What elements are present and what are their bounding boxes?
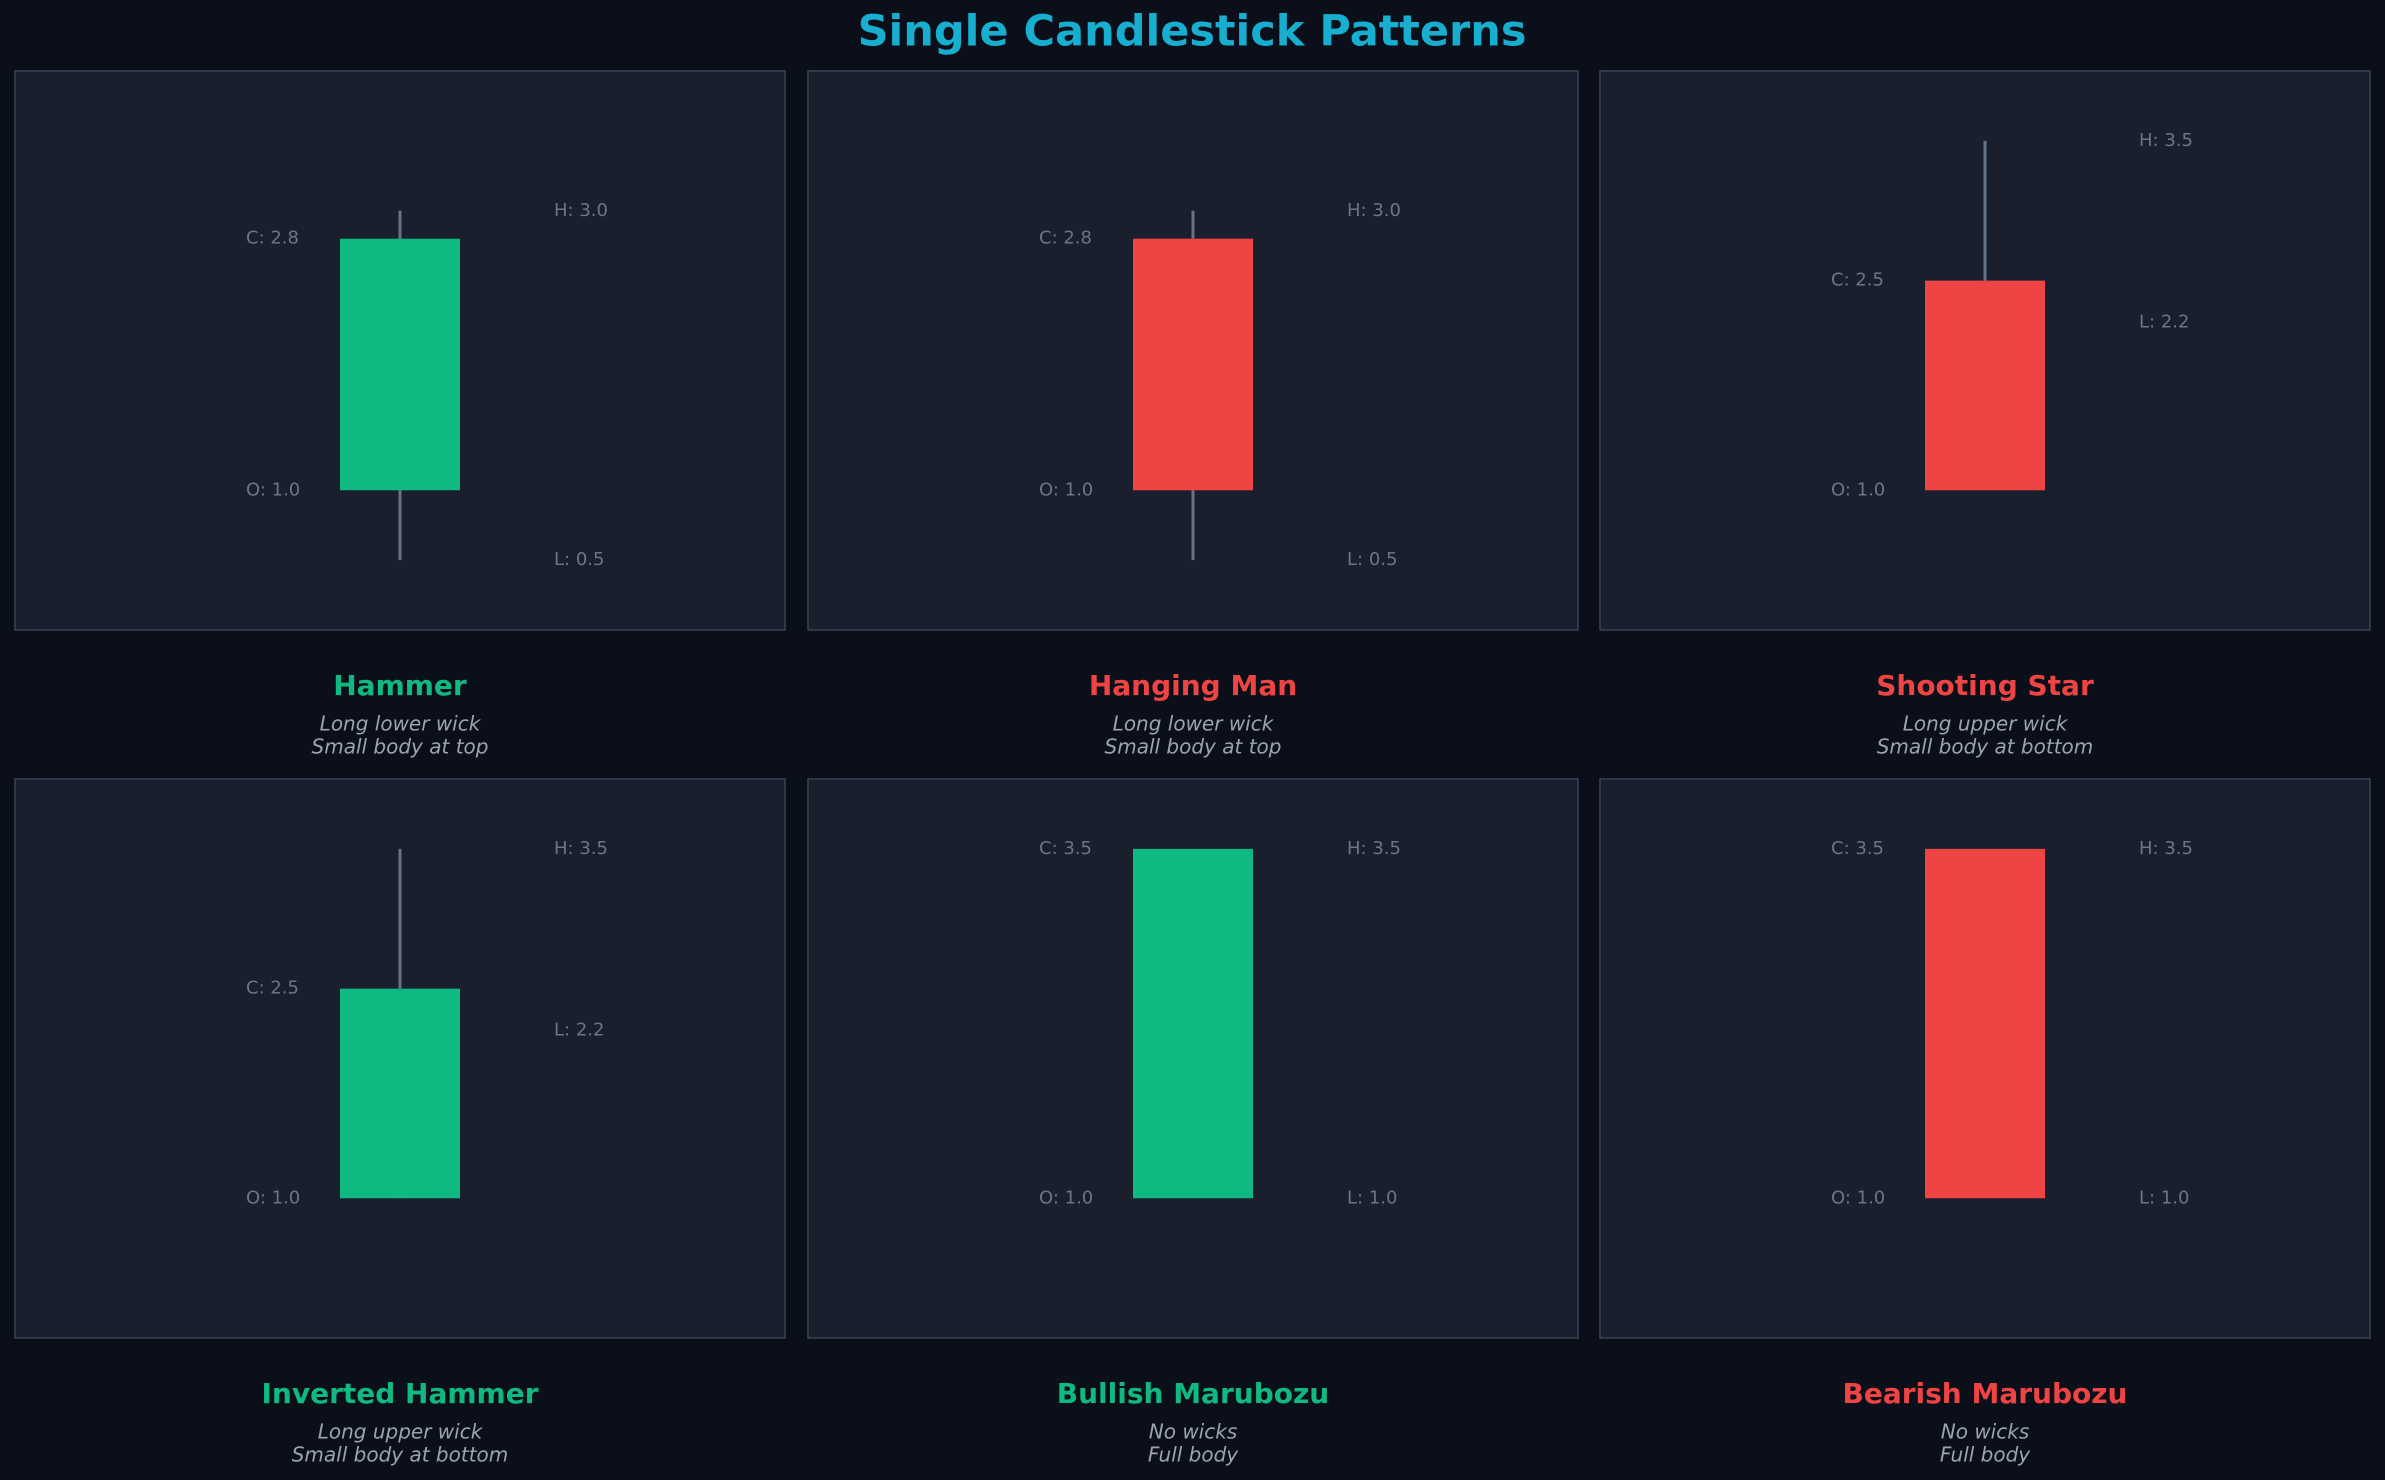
candle-body	[1133, 238, 1253, 491]
close-label: C: 2.8	[246, 228, 299, 249]
candle-body	[340, 238, 460, 491]
pattern-name: Bullish Marubozu	[1057, 1377, 1329, 1410]
low-label: L: 2.2	[2139, 312, 2189, 333]
pattern-name: Inverted Hammer	[261, 1377, 538, 1410]
pattern-description: Small body at bottom	[292, 1443, 509, 1467]
page-title: Single Candlestick Patterns	[858, 7, 1527, 57]
high-label: H: 3.5	[1347, 838, 1401, 859]
low-label: L: 2.2	[554, 1020, 604, 1041]
high-label: H: 3.5	[2139, 130, 2193, 151]
candle-body	[1133, 848, 1253, 1199]
open-label: O: 1.0	[1039, 1187, 1093, 1208]
pattern-name: Shooting Star	[1876, 669, 2094, 702]
open-label: O: 1.0	[1039, 479, 1093, 500]
pattern-description: Small body at top	[312, 735, 489, 759]
candle-body	[340, 988, 460, 1199]
close-label: C: 3.5	[1831, 838, 1884, 859]
low-label: L: 1.0	[1347, 1187, 1397, 1208]
candle-body	[1925, 848, 2045, 1199]
open-label: O: 1.0	[1831, 479, 1885, 500]
pattern-description: Long lower wick	[320, 712, 482, 736]
close-label: C: 2.5	[1831, 270, 1884, 291]
pattern-description: Long upper wick	[1903, 712, 2069, 736]
high-label: H: 3.0	[554, 200, 608, 221]
open-label: O: 1.0	[246, 479, 300, 500]
candle-body	[1925, 280, 2045, 491]
high-label: H: 3.0	[1347, 200, 1401, 221]
open-label: O: 1.0	[246, 1187, 300, 1208]
pattern-description: Full body	[1940, 1443, 2031, 1467]
low-label: L: 0.5	[554, 549, 604, 570]
pattern-description: Small body at bottom	[1877, 735, 2094, 759]
pattern-description: No wicks	[1149, 1420, 1237, 1444]
pattern-description: Small body at top	[1105, 735, 1282, 759]
high-label: H: 3.5	[554, 838, 608, 859]
pattern-description: Long lower wick	[1113, 712, 1275, 736]
close-label: C: 2.8	[1039, 228, 1092, 249]
pattern-description: Full body	[1148, 1443, 1239, 1467]
pattern-name: Bearish Marubozu	[1843, 1377, 2128, 1410]
pattern-name: Hanging Man	[1089, 669, 1297, 702]
low-label: L: 0.5	[1347, 549, 1397, 570]
pattern-description: Long upper wick	[318, 1420, 484, 1444]
pattern-description: No wicks	[1941, 1420, 2029, 1444]
high-label: H: 3.5	[2139, 838, 2193, 859]
open-label: O: 1.0	[1831, 1187, 1885, 1208]
close-label: C: 3.5	[1039, 838, 1092, 859]
low-label: L: 1.0	[2139, 1187, 2189, 1208]
pattern-name: Hammer	[333, 669, 467, 702]
close-label: C: 2.5	[246, 978, 299, 999]
